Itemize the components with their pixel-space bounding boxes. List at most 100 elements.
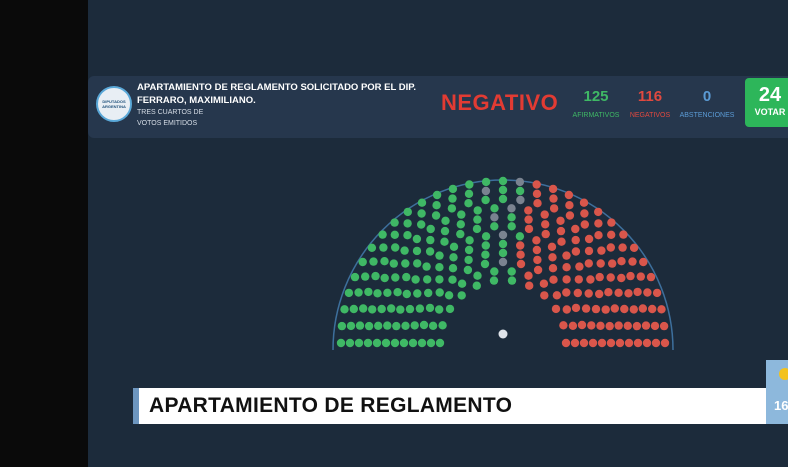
seat-afirmativo: [489, 276, 499, 285]
seat-negativo: [606, 273, 615, 282]
seat-negativo: [524, 206, 533, 215]
seat-afirmativo: [457, 210, 466, 219]
seat-negativo: [594, 231, 603, 240]
seat-afirmativo: [464, 189, 474, 198]
seat-negativo: [562, 305, 571, 314]
seat-negativo: [639, 257, 648, 267]
seat-negativo: [605, 321, 614, 331]
seat-negativo: [561, 338, 571, 348]
seat-negativo: [607, 230, 616, 239]
seat-negativo: [638, 304, 647, 313]
seat-afirmativo: [490, 204, 499, 213]
negativos-count: 116: [637, 88, 663, 105]
seat-afirmativo: [457, 291, 466, 300]
seat-afirmativo: [440, 237, 449, 246]
seat-afirmativo: [473, 206, 482, 215]
seat-negativo: [532, 236, 541, 245]
lower-third-banner: APARTAMIENTO DE REGLAMENTO: [133, 388, 766, 424]
seat-negativo: [633, 338, 643, 348]
seat-afirmativo: [515, 232, 525, 241]
seat-negativo: [524, 271, 533, 280]
seat-afirmativo: [465, 236, 474, 245]
seat-afirmativo: [472, 281, 481, 290]
seat-afirmativo: [408, 338, 418, 348]
seat-negativo: [586, 275, 595, 284]
seat-negativo: [551, 304, 561, 314]
seat-afirmativo: [359, 304, 368, 313]
seat-afirmativo: [432, 201, 441, 210]
seat-negativo: [565, 211, 575, 220]
seat-afirmativo: [383, 288, 392, 297]
seat-negativo: [615, 338, 625, 348]
seat-afirmativo: [425, 303, 435, 313]
seat-afirmativo: [417, 220, 426, 229]
seat-negativo: [516, 241, 525, 250]
seat-negativo: [570, 338, 580, 348]
seat-negativo: [571, 224, 580, 234]
seat-afirmativo: [412, 246, 422, 256]
seat-afirmativo: [368, 305, 377, 314]
left-black-bar: [0, 0, 88, 467]
seat-afirmativo: [490, 267, 499, 276]
seat-negativo: [629, 305, 638, 314]
seat-afirmativo: [448, 184, 458, 194]
seat-negativo: [659, 321, 669, 331]
seat-negativo: [595, 272, 604, 282]
seat-negativo: [651, 338, 661, 348]
seat-afirmativo: [498, 176, 508, 186]
seat-negativo: [652, 288, 662, 298]
majority-line1: TRES CUARTOS DE: [137, 109, 204, 116]
seat-negativo: [571, 235, 580, 245]
seat-negativo: [594, 219, 603, 228]
seat-afirmativo: [428, 321, 438, 330]
seat-afirmativo: [481, 177, 491, 187]
seat-negativo: [601, 305, 610, 314]
seat-negativo: [557, 237, 566, 246]
seat-negativo: [580, 209, 589, 218]
seat-afirmativo: [361, 272, 370, 281]
seat-negativo: [564, 190, 574, 200]
seat-afirmativo: [473, 215, 482, 224]
seat-afirmativo: [438, 321, 447, 330]
seat-afirmativo: [336, 338, 346, 348]
seat-afirmativo: [402, 289, 411, 299]
seat-negativo: [642, 338, 652, 348]
seat-negativo: [532, 180, 541, 189]
seat-negativo: [540, 291, 549, 300]
seat-negativo: [548, 264, 558, 273]
seat-afirmativo: [435, 263, 444, 272]
vote-result: NEGATIVO: [441, 90, 559, 115]
seat-afirmativo: [464, 255, 473, 265]
seat-afirmativo: [440, 226, 450, 236]
seat-negativo: [646, 272, 656, 282]
seat-afirmativo: [435, 305, 444, 314]
seat-afirmativo: [411, 275, 420, 284]
seat-negativo: [624, 338, 634, 348]
seat-negativo: [562, 251, 571, 260]
seat-ausente: [481, 186, 491, 196]
diputados-logo: DIPUTADOS ARGENTINA: [96, 86, 132, 122]
seat-negativo: [533, 199, 542, 208]
seat-negativo: [597, 338, 607, 348]
seat-afirmativo: [473, 271, 482, 280]
majority-rule: TRES CUARTOS DE VOTOS EMITIDOS: [137, 107, 203, 129]
seat-afirmativo: [367, 243, 377, 252]
seat-negativo: [614, 288, 623, 297]
seat-negativo: [549, 275, 558, 284]
seat-afirmativo: [498, 248, 508, 258]
seat-afirmativo: [373, 289, 382, 298]
seat-afirmativo: [431, 211, 441, 220]
seat-afirmativo: [345, 338, 355, 348]
seat-negativo: [524, 215, 533, 224]
negativos-label: NEGATIVOS: [629, 112, 671, 119]
seat-ausente: [498, 257, 508, 267]
seat-negativo: [568, 321, 578, 330]
seat-negativo: [571, 303, 581, 313]
seat-negativo: [604, 288, 613, 297]
seat-afirmativo: [354, 288, 363, 297]
seat-negativo: [581, 304, 591, 313]
seat-negativo: [516, 250, 525, 259]
seat-ausente: [490, 213, 499, 222]
seat-afirmativo: [403, 219, 412, 228]
